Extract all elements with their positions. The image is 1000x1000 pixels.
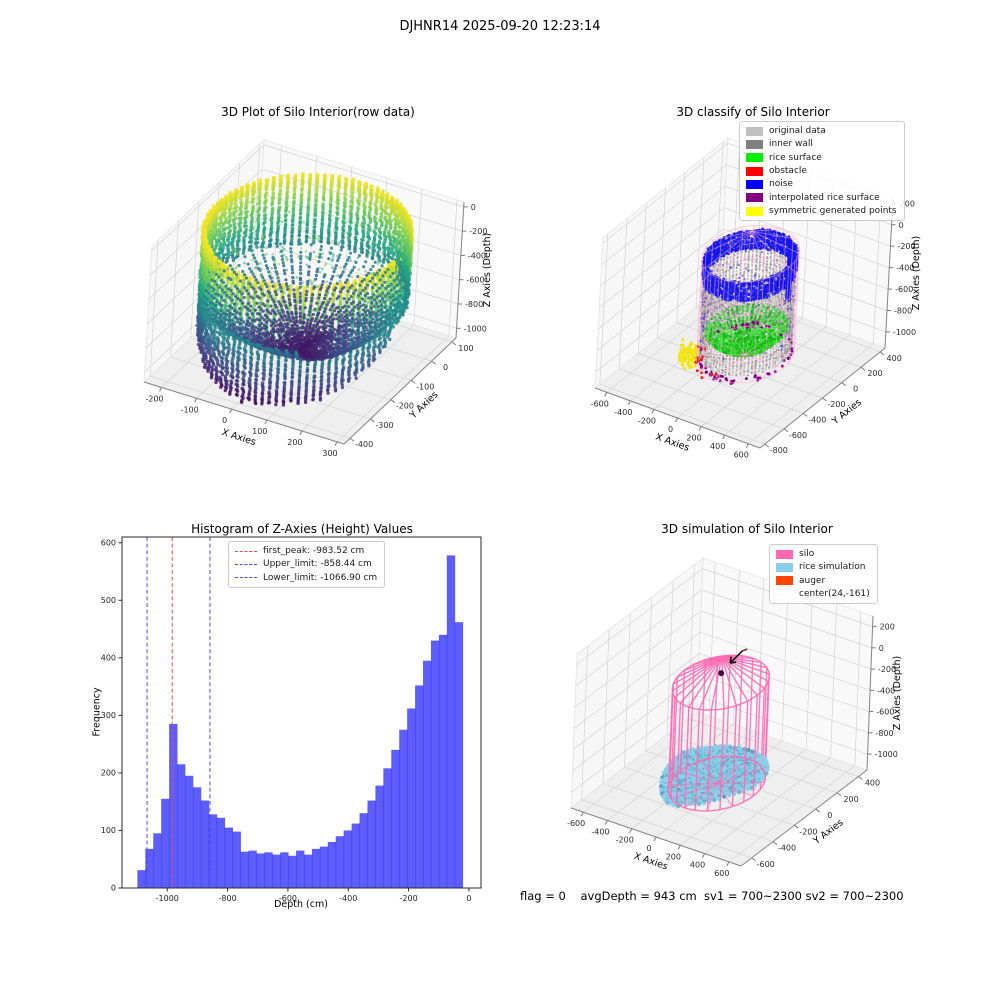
legend-swatch (746, 193, 763, 203)
legend-label: center(24,-161) (799, 589, 870, 600)
legend-item: obstacle (746, 166, 897, 176)
legend-swatch (746, 140, 763, 150)
legend-label: Lower_limit: -1066.90 cm (263, 572, 378, 583)
legend-item: rice surface (746, 153, 897, 163)
legend-item: interpolated rice surface (746, 193, 897, 203)
legend-item: inner wall (746, 139, 897, 149)
legend-label: first_peak: -983.52 cm (263, 546, 365, 556)
legend-item: center(24,-161) (776, 589, 870, 599)
legend-label: rice surface (769, 152, 822, 163)
legend-label: original data (769, 126, 826, 136)
plot1-canvas-3d-raw-scatter (60, 116, 520, 486)
legend-label: noise (769, 179, 793, 190)
plot3-legend: first_peak: -983.52 cm Upper_limit: -858.… (228, 541, 386, 589)
legend-line-sample (235, 550, 257, 552)
legend-swatch (776, 549, 793, 559)
legend-label: obstacle (769, 166, 807, 177)
legend-swatch (776, 576, 793, 586)
legend-line-sample (235, 564, 257, 566)
plot3-xlabel: Depth (cm) (274, 899, 328, 910)
legend-item: Upper_limit: -858.44 cm (235, 559, 377, 569)
legend-swatch (746, 153, 763, 163)
legend-swatch (746, 166, 763, 176)
legend-item: original data (746, 126, 897, 136)
legend-line-sample (235, 577, 257, 579)
legend-label: silo (799, 549, 815, 559)
plot2-legend: original data inner wall rice surface obsta… (739, 121, 905, 222)
legend-label: symmetric generated points (769, 206, 897, 217)
plot3-ylabel: Frequency (91, 687, 103, 737)
legend-swatch (746, 206, 763, 216)
legend-item: first_peak: -983.52 cm (235, 546, 377, 556)
legend-item: symmetric generated points (746, 206, 897, 216)
plot1-title: 3D Plot of Silo Interior(row data) (221, 105, 415, 119)
legend-item: noise (746, 179, 897, 189)
status-line: flag = 0 avgDepth = 943 cm sv1 = 700~230… (520, 889, 904, 903)
legend-item: Lower_limit: -1066.90 cm (235, 573, 377, 583)
plot4-legend: silo rice simulation auger center(24,-161) (769, 544, 878, 605)
legend-label: inner wall (769, 139, 813, 150)
legend-swatch (746, 180, 763, 190)
legend-swatch (776, 563, 793, 573)
legend-label: auger (799, 575, 826, 586)
figure-title: DJHNR14 2025-09-20 12:23:14 (399, 19, 601, 34)
legend-label: interpolated rice surface (769, 192, 880, 203)
legend-label: Upper_limit: -858.44 cm (263, 559, 372, 570)
legend-label: rice simulation (799, 562, 866, 573)
legend-item: silo (776, 549, 870, 559)
legend-item: rice simulation (776, 562, 870, 572)
legend-swatch (776, 590, 793, 599)
legend-swatch (746, 126, 763, 136)
plot4-canvas-3d-simulation (545, 520, 955, 910)
legend-item: auger (776, 576, 870, 586)
